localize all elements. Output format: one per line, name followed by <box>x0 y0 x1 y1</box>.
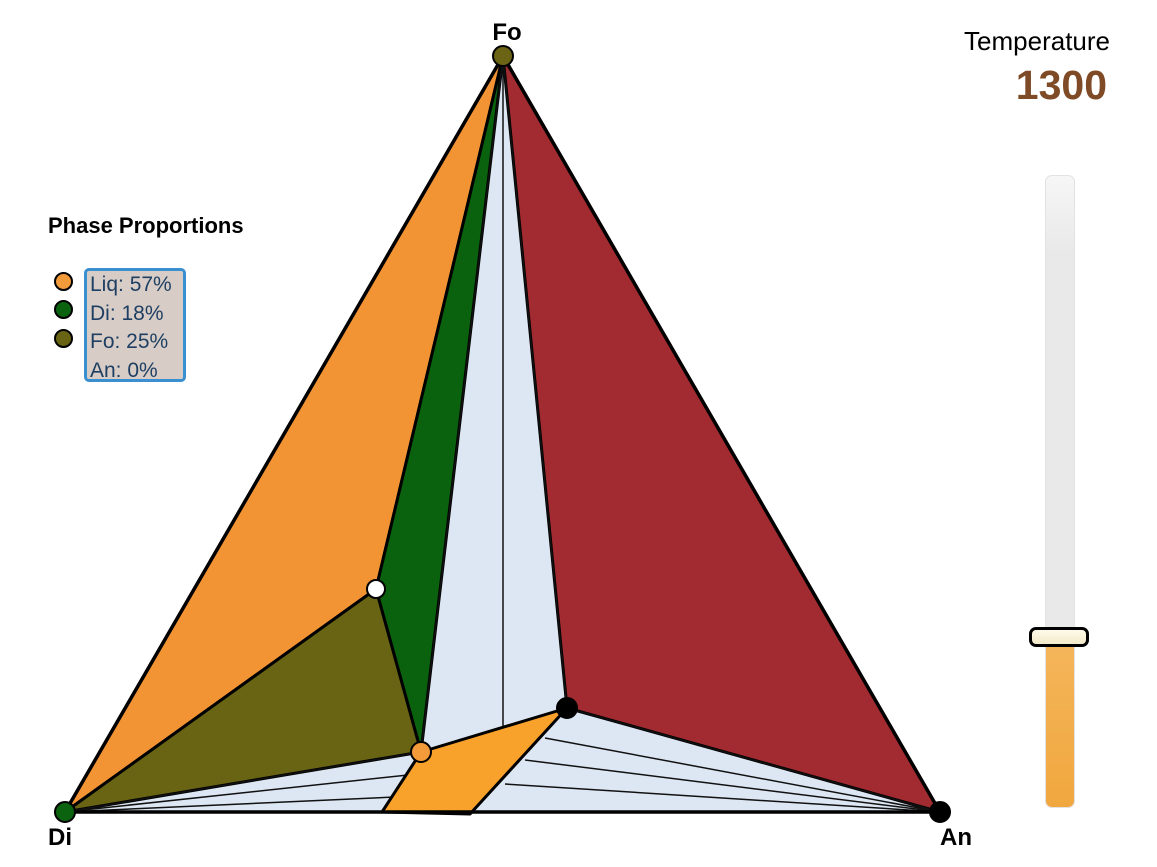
fo-vertex-point <box>492 45 514 67</box>
tie-lines <box>64 55 941 813</box>
temperature-slider-thumb[interactable] <box>1029 627 1089 647</box>
fo-proportion: Fo: 25% <box>90 330 169 353</box>
vertex-label-di: Di <box>48 824 72 851</box>
an-vertex-point <box>929 801 951 823</box>
an-proportion: An: 0% <box>90 358 158 382</box>
liquid-composition-region <box>380 706 569 816</box>
temperature-slider-track[interactable] <box>1045 175 1075 808</box>
vertex-label-fo: Fo <box>492 19 521 46</box>
liq-legend-dot <box>54 272 73 291</box>
di-legend-dot <box>54 300 73 319</box>
fo-legend-dot <box>54 329 73 348</box>
temperature-value: 1300 <box>1015 62 1107 108</box>
liq-proportion: Liq: 57% <box>90 273 172 296</box>
liquid-composition-point <box>410 741 432 763</box>
vertex-label-an: An <box>940 824 972 851</box>
phase-proportions-box: Liq: 57% Di: 18% Fo: 25% An: 0% <box>84 268 186 382</box>
di-proportion: Di: 18% <box>90 301 164 325</box>
temperature-label: Temperature <box>964 26 1110 56</box>
di-vertex-point <box>54 801 76 823</box>
bulk-composition-point[interactable] <box>366 579 386 599</box>
temperature-slider-fill <box>1046 644 1074 807</box>
triangle-border <box>63 54 942 814</box>
phase-proportions-title: Phase Proportions <box>48 213 244 238</box>
eutectic-point <box>556 697 578 719</box>
